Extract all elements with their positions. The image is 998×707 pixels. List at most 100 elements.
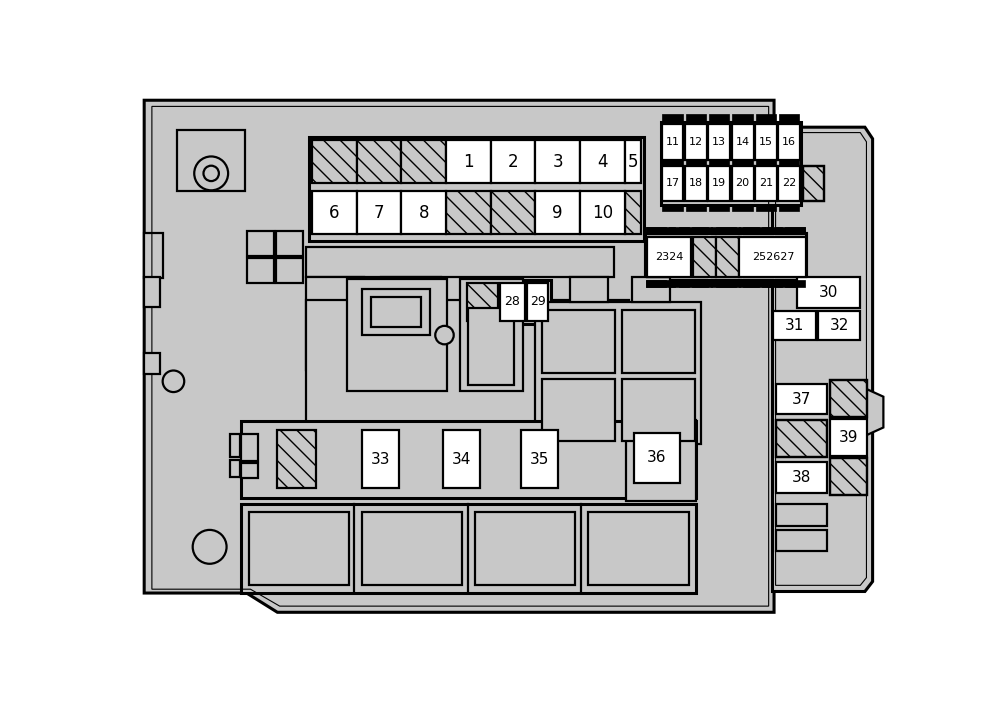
Text: 13: 13 [713,137,727,147]
Bar [732,124,753,160]
Text: 15: 15 [758,137,773,147]
Bar [679,281,708,286]
Text: 29: 29 [530,296,546,308]
Bar [694,237,717,276]
Text: 39: 39 [839,430,858,445]
Bar [716,281,736,286]
Bar [830,419,867,456]
Bar [686,114,706,122]
Bar [710,205,730,211]
Bar [739,226,758,233]
Bar [580,191,625,234]
Bar [362,430,399,489]
Bar [381,277,441,308]
Bar [772,311,816,341]
Bar [570,277,609,302]
Bar [632,277,670,302]
Bar [776,384,827,414]
Bar [634,433,680,483]
Bar [776,420,827,457]
Bar [249,512,349,585]
Bar [733,160,752,165]
Bar [776,505,827,526]
Bar [242,463,258,479]
Text: 33: 33 [371,452,390,467]
Text: 37: 37 [792,392,811,407]
Bar [527,283,549,321]
Bar [802,165,824,201]
Bar [645,233,806,281]
Text: 7: 7 [374,204,384,222]
Bar [242,505,696,593]
Bar [776,462,827,493]
Bar [645,233,806,281]
Bar [662,124,684,160]
Bar [446,140,491,183]
Bar [661,122,801,205]
Bar [356,140,401,183]
Bar [647,281,667,286]
Bar [305,247,614,277]
Bar [460,279,523,390]
Bar [247,258,273,283]
Bar [733,205,752,211]
Bar [744,281,772,286]
Bar [305,277,363,370]
Text: 2324: 2324 [663,252,692,262]
Bar [401,191,446,234]
Bar [761,226,781,233]
Bar [679,226,708,233]
Bar [670,281,690,286]
Text: 17: 17 [666,178,680,188]
Bar [242,433,258,460]
Bar [709,124,731,160]
Bar [535,302,701,445]
Bar [647,226,667,233]
Bar [277,430,316,489]
Circle shape [193,530,227,563]
Bar [818,311,860,341]
Bar [522,430,559,489]
Bar [670,226,690,233]
Text: 6: 6 [329,204,339,222]
Bar [745,237,773,276]
Text: 31: 31 [784,318,804,333]
Bar [370,298,421,327]
Text: 5: 5 [628,153,638,171]
Text: 21: 21 [758,178,773,188]
Bar [242,421,696,498]
Bar [312,191,356,234]
Text: 10: 10 [592,204,613,222]
Bar [144,233,164,278]
Bar [663,160,683,165]
Text: 14: 14 [736,137,749,147]
Bar [744,226,772,233]
Text: 4: 4 [597,153,608,171]
Bar [779,114,799,122]
Bar [776,420,827,457]
Bar [275,258,302,283]
Bar [500,283,525,321]
Polygon shape [144,100,774,612]
Text: 38: 38 [792,470,811,485]
Bar [775,281,804,286]
Bar [626,420,696,501]
Text: 16: 16 [782,137,796,147]
Bar [622,310,695,373]
Bar [710,114,730,122]
Bar [776,530,827,551]
Text: 8: 8 [418,204,429,222]
Bar [797,277,860,308]
Text: 18: 18 [689,178,703,188]
Bar [230,433,241,457]
Circle shape [195,156,229,190]
Bar [776,237,806,276]
Polygon shape [866,389,883,436]
Bar [625,191,641,234]
Bar [739,281,758,286]
Bar [622,379,695,440]
Bar [733,114,752,122]
Text: 35: 35 [530,452,550,467]
Bar [362,289,430,335]
Text: 28: 28 [504,296,520,308]
